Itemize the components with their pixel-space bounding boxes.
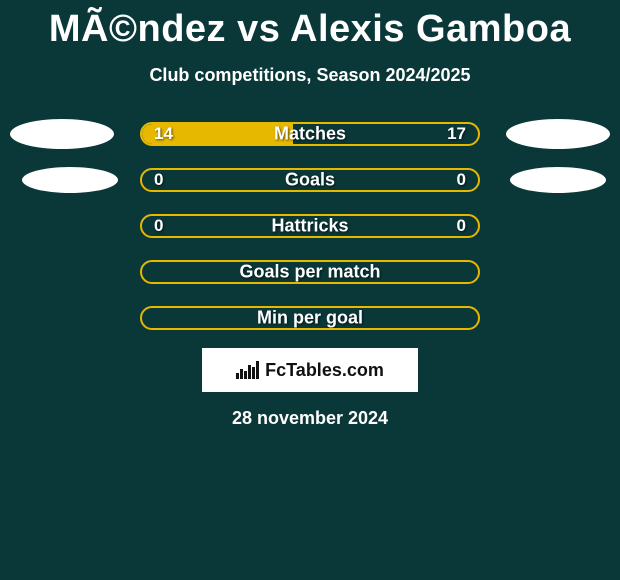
ellipse-icon (506, 119, 610, 149)
footer-date: 28 november 2024 (0, 408, 620, 429)
stat-bar: 0 Hattricks 0 (140, 214, 480, 238)
player-chip-right (506, 119, 610, 149)
stat-row: Goals per match (0, 260, 620, 284)
ellipse-icon (10, 119, 114, 149)
stat-rows: 14 Matches 17 0 Goals 0 (0, 122, 620, 330)
stat-label: Goals per match (239, 262, 380, 283)
stat-bar: Min per goal (140, 306, 480, 330)
player-chip-left (22, 167, 118, 193)
stat-bar: 0 Goals 0 (140, 168, 480, 192)
stat-label: Matches (274, 124, 346, 145)
ellipse-icon (22, 167, 118, 193)
bar-chart-icon (236, 361, 259, 379)
stat-row: 0 Hattricks 0 (0, 214, 620, 238)
stat-bar: Goals per match (140, 260, 480, 284)
player-chip-left (10, 119, 114, 149)
player-chip-right (510, 167, 606, 193)
stat-value-right: 0 (457, 216, 466, 236)
stat-row: 14 Matches 17 (0, 122, 620, 146)
stat-value-right: 0 (457, 170, 466, 190)
source-logo: FcTables.com (202, 348, 418, 392)
source-logo-text: FcTables.com (265, 360, 384, 381)
stat-row: Min per goal (0, 306, 620, 330)
stat-label: Hattricks (271, 216, 348, 237)
ellipse-icon (510, 167, 606, 193)
stat-label: Goals (285, 170, 335, 191)
stat-row: 0 Goals 0 (0, 168, 620, 192)
stat-value-left: 0 (154, 216, 163, 236)
stat-value-left: 0 (154, 170, 163, 190)
page-subtitle: Club competitions, Season 2024/2025 (0, 65, 620, 86)
page-title: MÃ©ndez vs Alexis Gamboa (0, 8, 620, 51)
stat-value-right: 17 (447, 124, 466, 144)
stat-label: Min per goal (257, 308, 363, 329)
stat-bar: 14 Matches 17 (140, 122, 480, 146)
stat-value-left: 14 (154, 124, 173, 144)
comparison-infographic: MÃ©ndez vs Alexis Gamboa Club competitio… (0, 0, 620, 429)
